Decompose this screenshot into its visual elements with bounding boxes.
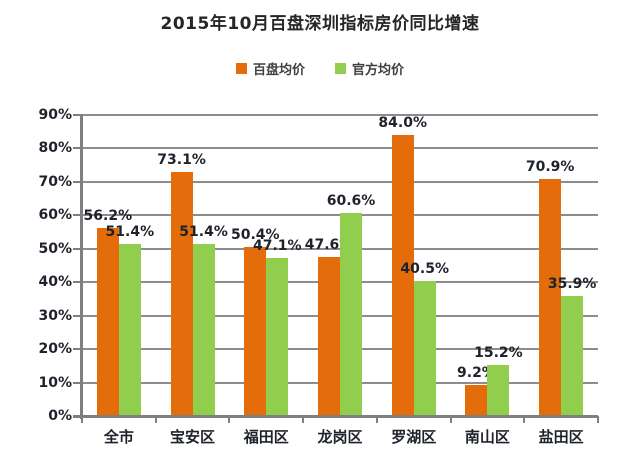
bar-label-官方均价-福田区: 47.1% [252,238,302,255]
bar-官方均价-龙岗区 [340,213,362,416]
y-axis-tick [73,214,83,217]
bar-官方均价-福田区 [266,258,289,416]
bar-label-官方均价-龙岗区: 60.6% [326,193,376,210]
y-axis-line [80,115,83,419]
x-axis-tick [81,416,83,423]
bar-label-百盘均价-南山区: 9.2% [457,365,496,382]
bar-官方均价-盐田区 [561,295,584,416]
gridline-70 [82,180,598,183]
bar-label-官方均价-宝安区: 51.4% [179,224,228,241]
bar-百盘均价-盐田区 [539,178,562,416]
y-axis-tick [73,314,83,317]
x-tick-label-福田区: 福田区 [243,428,289,446]
legend: 百盘均价 官方均价 [0,59,640,78]
x-axis-tick [302,416,305,423]
x-tick-label-全市: 全市 [103,428,134,446]
y-tick-label: 70% [38,173,72,190]
legend-item-series1: 百盘均价 [235,59,305,78]
bar-label-百盘均价-福田区: 50.4% [230,227,280,244]
y-axis-tick [73,180,83,183]
y-axis-tick [73,381,83,384]
y-tick-label: 0% [48,408,72,424]
y-tick-label: 60% [38,207,72,224]
x-axis-tick [228,416,231,423]
y-tick-label: 10% [38,374,72,391]
bar-label-百盘均价-盐田区: 70.9% [525,158,575,175]
bar-百盘均价-全市 [96,228,119,416]
x-axis-tick [523,416,526,423]
bar-百盘均价-罗湖区 [391,135,414,416]
y-tick-label: 20% [38,341,72,358]
bar-label-百盘均价-宝安区: 73.1% [157,151,206,168]
legend-swatch-orange-icon [235,63,247,74]
bar-百盘均价-南山区 [465,385,488,416]
legend-label-series2: 官方均价 [352,63,405,78]
y-tick-label: 80% [38,140,72,157]
x-tick-label-宝安区: 宝安区 [170,428,216,446]
bar-官方均价-宝安区 [192,244,215,416]
y-tick-label: 50% [38,240,72,257]
bar-label-百盘均价-全市: 56.2% [83,208,133,225]
x-axis-tick [449,416,452,423]
y-tick-label: 40% [38,274,72,291]
bar-label-百盘均价-罗湖区: 84.0% [378,115,427,132]
y-axis-tick [73,247,83,250]
x-axis-tick [597,416,599,423]
gridline-80 [82,147,598,150]
bar-label-官方均价-全市: 51.4% [105,224,155,241]
legend-item-series2: 官方均价 [335,59,404,78]
y-tick-label: 90% [38,107,72,123]
y-axis-tick [73,147,83,150]
bar-label-官方均价-南山区: 15.2% [474,345,523,362]
legend-label-series1: 百盘均价 [252,63,305,78]
x-axis-line [73,415,598,418]
x-axis-tick [375,416,378,423]
x-tick-label-龙岗区: 龙岗区 [317,428,363,446]
x-tick-label-罗湖区: 罗湖区 [391,428,437,446]
x-tick-label-南山区: 南山区 [464,428,510,446]
gridline-90 [82,114,598,116]
y-axis-tick [73,281,83,284]
y-axis-tick [73,348,83,351]
bar-官方均价-南山区 [487,365,510,416]
chart-title: 2015年10月百盘深圳指标房价同比增速 [160,14,480,34]
x-tick-label-盐田区: 盐田区 [538,428,584,446]
bar-label-官方均价-罗湖区: 40.5% [400,260,449,277]
legend-swatch-green-icon [335,63,346,74]
bar-百盘均价-福田区 [244,247,267,416]
bar-label-官方均价-盐田区: 35.9% [547,275,597,292]
bar-官方均价-全市 [118,244,141,416]
y-tick-label: 30% [38,307,72,324]
x-axis-tick [154,416,157,423]
y-axis-tick [73,114,83,116]
bar-百盘均价-宝安区 [170,171,193,416]
bar-百盘均价-龙岗区 [318,256,340,416]
bar-官方均价-罗湖区 [413,280,436,416]
